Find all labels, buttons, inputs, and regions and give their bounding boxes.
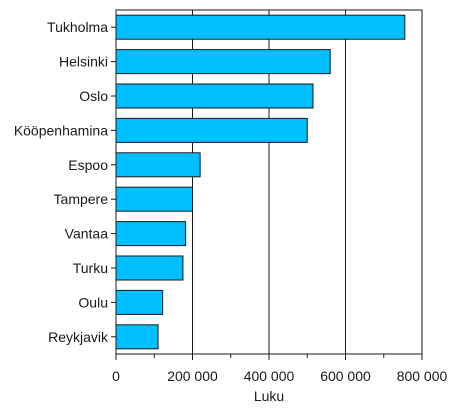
category-label: Espoo (68, 157, 108, 173)
bar-helsinki (115, 49, 331, 75)
x-tick-label: 800 000 (397, 368, 448, 384)
bar-reykjavik (115, 324, 159, 350)
category-label: Oulu (78, 294, 108, 310)
category-label: Kööpenhamina (14, 122, 108, 138)
category-label: Reykjavik (48, 329, 109, 345)
bar-turku (115, 255, 184, 281)
x-axis-ticks: 0 200 000 400 000 600 000 800 000 (111, 26, 448, 384)
category-labels: Tukholma Helsinki Oslo Kööpenhamina Espoo Tam… (14, 19, 109, 345)
category-label: Vantaa (65, 226, 109, 242)
x-tick-label: 600 000 (320, 368, 371, 384)
x-tick-label: 400 000 (244, 368, 295, 384)
x-axis-title: Luku (254, 388, 284, 404)
category-label: Tukholma (47, 19, 108, 35)
bar-espoo (115, 152, 201, 178)
bar-tampere (115, 186, 193, 212)
category-label: Tampere (54, 191, 109, 207)
bar-kööpenhamina (115, 117, 308, 143)
bar-vantaa (115, 221, 187, 247)
bar-oulu (115, 289, 164, 315)
category-label: Oslo (79, 88, 108, 104)
bar-tukholma (115, 14, 406, 40)
category-label: Turku (73, 260, 108, 276)
x-tick-label: 200 000 (167, 368, 218, 384)
bar-oslo (115, 83, 314, 109)
category-label: Helsinki (59, 54, 108, 70)
bars (115, 14, 406, 350)
x-tick-label: 0 (112, 368, 120, 384)
